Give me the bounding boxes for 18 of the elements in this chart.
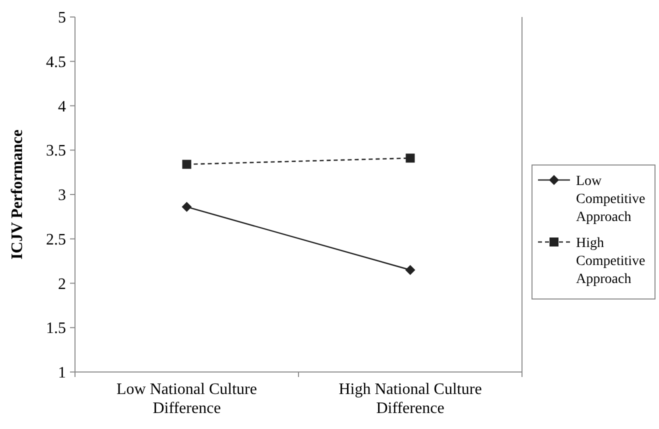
y-tick-label: 1.5 [46,320,66,338]
point [405,264,416,275]
legend-label: High Competitive Approach [576,236,646,287]
y-tick-label: 3.5 [46,142,66,160]
point [182,160,192,169]
y-tick-label: 4 [58,98,66,116]
y-tick-label: 3 [58,187,66,204]
point [406,154,415,163]
y-tick-label: 4.5 [46,54,66,71]
y-tick-label: 2.5 [46,231,66,248]
y-tick-label: 1 [58,364,66,382]
x-tick-label: High National Culture Difference [338,381,482,417]
y-axis-title: ICJV Performance [9,130,26,260]
legend-label: Low Competitive Approach [576,174,646,225]
x-tick-label: Low National Culture Difference [116,381,257,417]
y-tick-label: 5 [58,10,66,27]
point [182,202,192,212]
y-tick-label: 2 [58,276,66,293]
